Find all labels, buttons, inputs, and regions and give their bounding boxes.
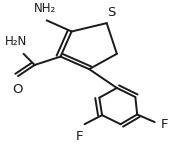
Text: F: F: [160, 118, 168, 131]
Text: O: O: [12, 83, 22, 96]
Text: NH₂: NH₂: [34, 2, 56, 15]
Text: H₂N: H₂N: [5, 35, 27, 48]
Text: S: S: [107, 6, 115, 19]
Text: F: F: [76, 130, 84, 143]
